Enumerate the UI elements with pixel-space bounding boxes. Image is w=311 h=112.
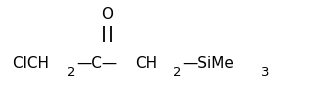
Text: —SiMe: —SiMe: [182, 55, 234, 70]
Text: 2: 2: [173, 65, 181, 78]
Text: O: O: [101, 7, 113, 22]
Text: 3: 3: [261, 65, 270, 78]
Text: ClCH: ClCH: [12, 55, 49, 70]
Text: 2: 2: [67, 65, 75, 78]
Text: CH: CH: [135, 55, 157, 70]
Text: —C—: —C—: [76, 55, 117, 70]
